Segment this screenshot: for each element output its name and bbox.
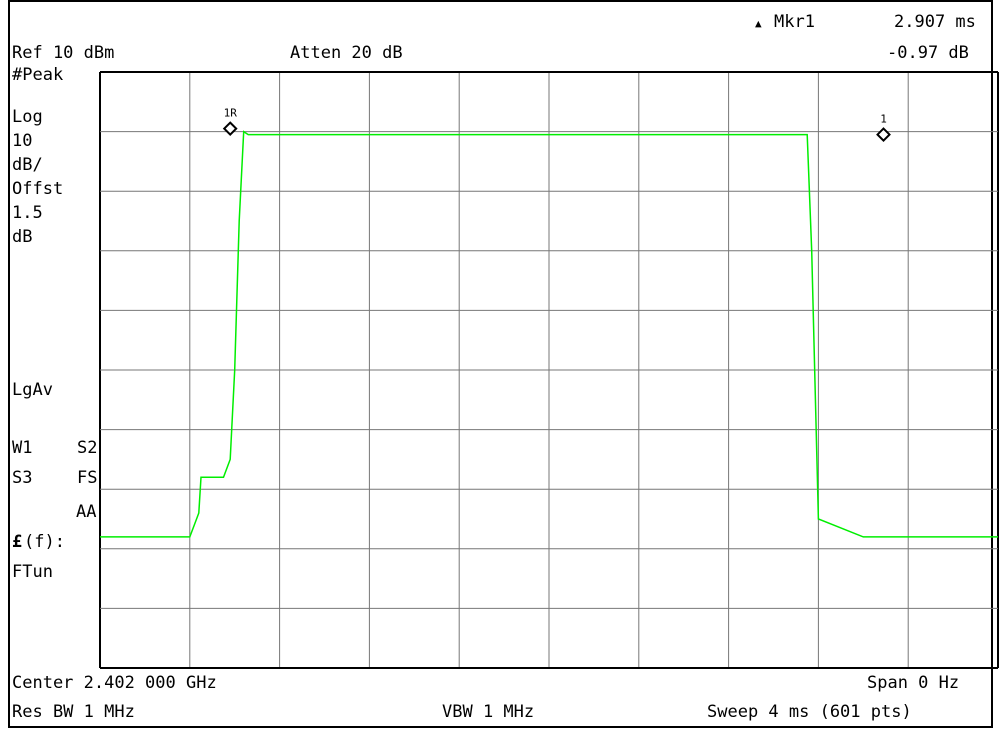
- marker-layer: 1R 1: [222, 107, 891, 142]
- analyzer-screen: ▲ Mkr1 2.907 ms -0.97 dB Ref 10 dBm Atte…: [8, 0, 993, 728]
- scale-value: 10: [12, 131, 33, 151]
- trace-layer: [100, 130, 998, 538]
- video-bandwidth: VBW 1 MHz: [442, 702, 535, 722]
- marker-label: 1R: [224, 107, 238, 120]
- averaging-mode: LgAv: [12, 380, 53, 400]
- center-frequency: Center 2.402 000 GHz: [12, 673, 217, 693]
- marker-label: 1: [880, 113, 887, 126]
- trace-s3: S3: [12, 468, 33, 488]
- ref-level: Ref 10 dBm: [12, 43, 115, 63]
- trace-fs: FS: [77, 468, 98, 488]
- marker: 1R: [222, 107, 238, 137]
- function-icon: £: [12, 532, 23, 552]
- marker-label: Mkr1: [774, 12, 815, 32]
- offset-value: 1.5: [12, 203, 43, 223]
- offset-unit: dB: [12, 227, 33, 247]
- marker-value: -0.97 dB: [887, 43, 969, 63]
- marker: 1: [876, 113, 891, 142]
- trace-aa: AA: [76, 502, 97, 522]
- graticule: [99, 71, 999, 669]
- marker-diamond-icon: [876, 127, 891, 142]
- scale-type: Log: [12, 107, 43, 127]
- marker-diamond-icon: [222, 121, 238, 137]
- function-label: (f):: [24, 532, 65, 552]
- span: Span 0 Hz: [867, 673, 960, 693]
- function-mode: FTun: [12, 562, 53, 582]
- sweep-time: Sweep 4 ms (601 pts): [707, 702, 912, 722]
- marker-delta-icon: ▲: [755, 17, 762, 30]
- trace-w1: W1: [12, 438, 33, 458]
- marker-time: 2.907 ms: [894, 12, 976, 32]
- trace-s2: S2: [77, 438, 98, 458]
- scale-unit: dB/: [12, 155, 43, 175]
- trace-line: [100, 130, 998, 538]
- offset-label: Offst: [12, 179, 64, 199]
- detector-mode: #Peak: [12, 65, 64, 85]
- attenuation: Atten 20 dB: [290, 43, 403, 63]
- resolution-bandwidth: Res BW 1 MHz: [12, 702, 135, 722]
